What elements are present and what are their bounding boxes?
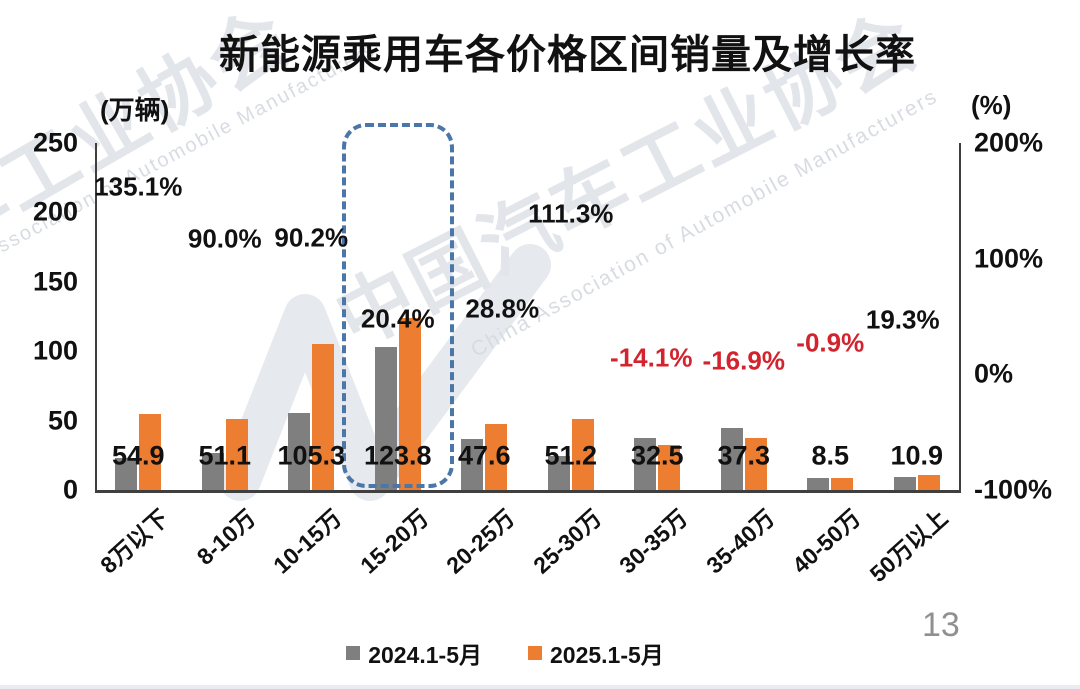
growth-label-10-15万: 90.2%: [274, 222, 349, 253]
right-axis-tick-0%: 0%: [974, 358, 1014, 389]
growth-label-15-20万: 20.4%: [360, 303, 435, 334]
right-axis-unit-label: (%): [971, 90, 1012, 120]
x-axis-label-20-25万: 20-25万: [441, 504, 520, 579]
bar-2024.1-5月-50万以上: [893, 477, 916, 490]
x-axis-line: [95, 490, 961, 493]
x-axis-label-8万以下: 8万以下: [95, 504, 174, 579]
x-axis-label-10-15万: 10-15万: [268, 504, 347, 579]
bar-2024.1-5月-30-35万: [634, 437, 657, 490]
right-axis-tick-200%: 200%: [974, 127, 1044, 158]
left-axis-tick-50: 50: [47, 405, 78, 436]
legend-item-2024: 2024.1-5月: [346, 636, 482, 670]
x-axis-label-35-40万: 35-40万: [700, 504, 780, 579]
bar-2025.1-5月-40-50万: [831, 478, 854, 490]
legend-swatch-2025: [528, 646, 542, 660]
left-axis-tick-250: 250: [32, 127, 78, 158]
x-axis-label-15-20万: 15-20万: [354, 504, 434, 579]
right-axis-line: [959, 143, 961, 490]
bar-2025.1-5月-30-35万: [658, 444, 681, 490]
right-axis-tick-100%: 100%: [974, 243, 1044, 274]
left-axis-unit-label: (万辆): [100, 95, 170, 125]
value-label-15-20万: 123.8: [363, 440, 432, 471]
bar-2024.1-5月-8万以下: [115, 457, 138, 490]
bar-2025.1-5月-25-30万: [571, 418, 594, 490]
value-label-20-25万: 47.6: [457, 440, 511, 471]
x-axis-label-8-10万: 8-10万: [191, 504, 261, 570]
growth-label-30-35万: -14.1%: [610, 342, 693, 373]
legend: 2024.1-5月 2025.1-5月: [0, 636, 1010, 670]
legend-item-2025: 2025.1-5月: [528, 636, 664, 670]
value-label-8万以下: 54.9: [111, 440, 165, 471]
bar-2024.1-5月-25-30万: [547, 456, 570, 490]
bar-2025.1-5月-8万以下: [139, 413, 162, 490]
value-label-50万以上: 10.9: [890, 440, 944, 471]
left-axis-tick-200: 200: [32, 196, 78, 227]
left-axis-tick-0: 0: [62, 474, 78, 505]
growth-label-8万以下: 135.1%: [94, 171, 183, 202]
growth-label-50万以上: 19.3%: [865, 304, 940, 335]
value-label-25-30万: 51.2: [544, 440, 598, 471]
left-axis-tick-100: 100: [32, 335, 78, 366]
legend-label-2025: 2025.1-5月: [550, 642, 664, 668]
value-label-10-15万: 105.3: [277, 440, 346, 471]
value-label-40-50万: 8.5: [811, 440, 850, 471]
x-axis-label-50万以上: 50万以上: [864, 504, 953, 588]
growth-label-40-50万: -0.9%: [796, 327, 865, 358]
value-label-35-40万: 37.3: [717, 440, 771, 471]
x-axis-label-30-35万: 30-35万: [614, 504, 693, 579]
growth-label-35-40万: -16.9%: [702, 345, 785, 376]
growth-label-8-10万: 90.0%: [187, 223, 262, 253]
growth-label-20-25万: 28.8%: [465, 293, 540, 324]
bar-2024.1-5月-35-40万: [720, 427, 743, 490]
bottom-edge-strip: [0, 685, 1080, 689]
growth-label-25-30万: 111.3%: [528, 198, 614, 229]
bar-2025.1-5月-35-40万: [744, 438, 767, 490]
right-axis-tick--100%: -100%: [974, 474, 1053, 505]
bar-2024.1-5月-40-50万: [807, 478, 830, 490]
chart-title: 新能源乘用车各价格区间销量及增长率: [219, 33, 916, 77]
page-number: 13: [922, 606, 960, 644]
left-axis-line: [95, 143, 97, 490]
left-axis-tick-150: 150: [32, 266, 78, 297]
bar-2025.1-5月-50万以上: [917, 474, 940, 490]
bar-2024.1-5月-8-10万: [201, 452, 224, 490]
x-axis-label-25-30万: 25-30万: [527, 504, 607, 579]
x-axis-label-40-50万: 40-50万: [787, 504, 866, 579]
value-label-30-35万: 32.5: [630, 440, 684, 471]
legend-label-2024: 2024.1-5月: [368, 642, 482, 668]
value-label-8-10万: 51.1: [198, 440, 252, 471]
legend-swatch-2024: [346, 646, 361, 660]
